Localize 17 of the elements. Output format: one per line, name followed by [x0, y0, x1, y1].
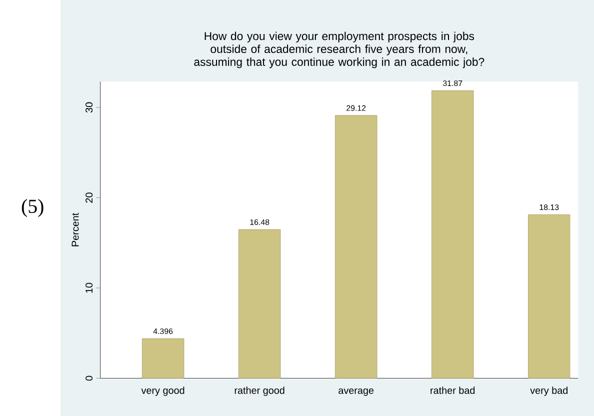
x-tick-label: average [338, 388, 374, 396]
x-tick-label: rather bad [430, 386, 475, 394]
y-tick-label: 10 [86, 282, 93, 293]
chart-title: How do you view your employment prospects in jobs outside of academic research five years from now, assuming that you continue working in an academic job? [194, 32, 484, 68]
y-tick-label: 30 [86, 102, 93, 113]
y-axis-title: Percent [72, 212, 79, 246]
bar [142, 338, 184, 378]
y-tick-label: 20 [86, 192, 93, 203]
x-tick-label: rather good [234, 386, 284, 396]
y-tick-label: 0 [86, 376, 93, 381]
bar [334, 115, 378, 378]
text: (5) [22, 199, 44, 217]
bar [432, 90, 474, 378]
x-tick-label: very bad [530, 386, 568, 396]
bar [238, 229, 281, 378]
x-tick-label: very good [141, 386, 184, 396]
bar [528, 214, 570, 378]
